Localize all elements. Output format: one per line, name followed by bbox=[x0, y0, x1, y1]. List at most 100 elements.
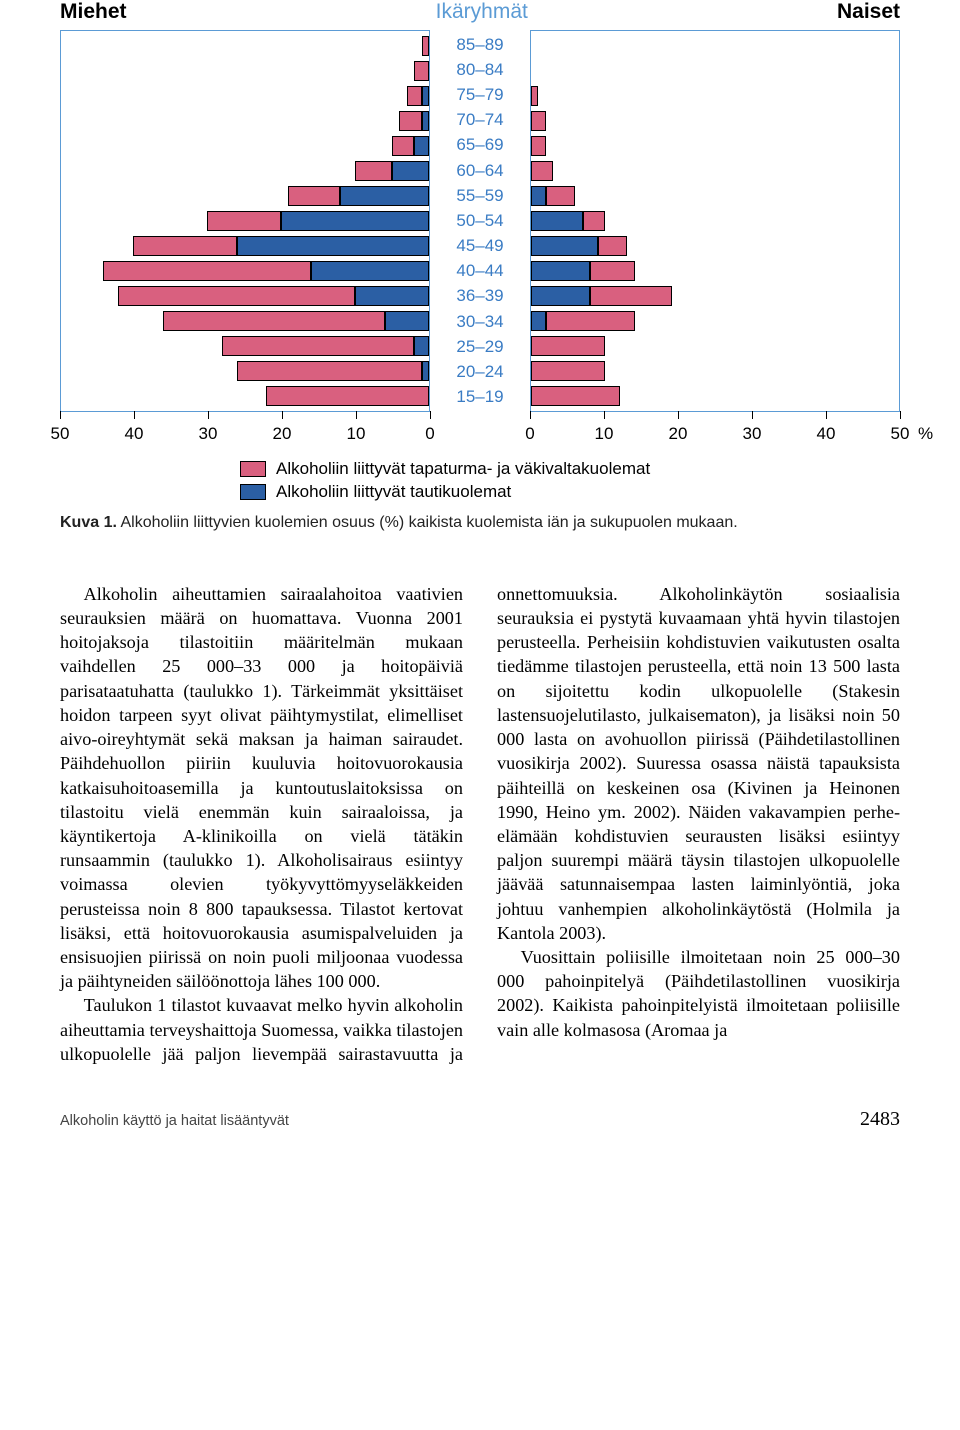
bar-row-men bbox=[61, 261, 429, 281]
pyramid-left bbox=[60, 30, 430, 412]
bar-segment-blue bbox=[392, 161, 429, 181]
axis-tick-label: 10 bbox=[347, 424, 366, 444]
bar-row-women bbox=[531, 211, 899, 231]
axis-tick-label: 20 bbox=[669, 424, 688, 444]
legend-label: Alkoholiin liittyvät tautikuolemat bbox=[276, 481, 511, 504]
bar-row-men bbox=[61, 86, 429, 106]
bar-segment-pink bbox=[546, 311, 635, 331]
bar-segment-blue bbox=[531, 186, 546, 206]
page-number: 2483 bbox=[860, 1108, 900, 1131]
bar-row-men bbox=[61, 136, 429, 156]
legend-row: Alkoholiin liittyvät tautikuolemat bbox=[240, 481, 900, 504]
bar-row-women bbox=[531, 361, 899, 381]
chart-heading-right: Naiset bbox=[837, 0, 900, 24]
bar-segment-pink bbox=[422, 36, 429, 56]
age-label: 45–49 bbox=[430, 236, 530, 256]
legend-swatch bbox=[240, 461, 266, 477]
axis-tick-label: 30 bbox=[743, 424, 762, 444]
bar-segment-blue bbox=[311, 261, 429, 281]
page: Miehet Ikäryhmät Naiset 85–8980–8475–797… bbox=[0, 0, 960, 1181]
bar-row-men bbox=[61, 336, 429, 356]
paragraph: Alkoholin aiheuttamien sairaalahoitoa va… bbox=[60, 582, 463, 993]
bar-row-women bbox=[531, 161, 899, 181]
chart-legend: Alkoholiin liittyvät tapaturma- ja väkiv… bbox=[240, 458, 900, 504]
bar-segment-pink bbox=[103, 261, 310, 281]
bar-row-women bbox=[531, 261, 899, 281]
bar-segment-pink bbox=[392, 136, 414, 156]
bar-row-women bbox=[531, 286, 899, 306]
age-label: 15–19 bbox=[430, 387, 530, 407]
paragraph: Vuosittain poliisille ilmoitetaan noin 2… bbox=[497, 945, 900, 1042]
figure-caption-text: Alkoholiin liittyvien kuolemien osuus (%… bbox=[117, 514, 738, 531]
bar-row-women bbox=[531, 386, 899, 406]
axis-tick-label: 50 bbox=[51, 424, 70, 444]
age-label: 20–24 bbox=[430, 362, 530, 382]
page-footer: Alkoholin käyttö ja haitat lisääntyvät 2… bbox=[60, 1108, 900, 1131]
bar-segment-blue bbox=[414, 136, 429, 156]
bar-row-men bbox=[61, 361, 429, 381]
pyramid: 85–8980–8475–7970–7465–6960–6455–5950–54… bbox=[60, 30, 900, 412]
bar-row-men bbox=[61, 61, 429, 81]
bar-segment-pink bbox=[531, 111, 546, 131]
chart-headings: Miehet Ikäryhmät Naiset bbox=[60, 0, 900, 24]
bar-segment-pink bbox=[222, 336, 414, 356]
age-label: 50–54 bbox=[430, 211, 530, 231]
bar-segment-pink bbox=[531, 336, 605, 356]
bar-segment-blue bbox=[422, 111, 429, 131]
bar-segment-blue bbox=[355, 286, 429, 306]
population-pyramid-chart: Miehet Ikäryhmät Naiset 85–8980–8475–797… bbox=[60, 0, 900, 504]
bar-segment-pink bbox=[414, 61, 429, 81]
bar-row-women bbox=[531, 311, 899, 331]
bar-row-men bbox=[61, 286, 429, 306]
bar-row-men bbox=[61, 386, 429, 406]
bar-row-men bbox=[61, 111, 429, 131]
body-text: Alkoholin aiheuttamien sairaalahoitoa va… bbox=[60, 582, 900, 1066]
chart-heading-left: Miehet bbox=[60, 0, 127, 24]
bar-row-women bbox=[531, 36, 899, 56]
axis-percent-label: % bbox=[918, 424, 933, 444]
axis-tick-label: 20 bbox=[273, 424, 292, 444]
age-label: 80–84 bbox=[430, 60, 530, 80]
bar-segment-blue bbox=[422, 86, 429, 106]
bar-segment-pink bbox=[531, 136, 546, 156]
bar-segment-pink bbox=[237, 361, 422, 381]
age-label: 36–39 bbox=[430, 286, 530, 306]
age-label: 40–44 bbox=[430, 261, 530, 281]
bar-segment-pink bbox=[207, 211, 281, 231]
bar-row-women bbox=[531, 111, 899, 131]
bar-segment-pink bbox=[163, 311, 385, 331]
axis-tick-label: 0 bbox=[525, 424, 534, 444]
bar-row-men bbox=[61, 311, 429, 331]
axis-tick-label: 40 bbox=[817, 424, 836, 444]
bar-row-women bbox=[531, 236, 899, 256]
legend-label: Alkoholiin liittyvät tapaturma- ja väkiv… bbox=[276, 458, 650, 481]
age-label: 55–59 bbox=[430, 186, 530, 206]
age-label: 30–34 bbox=[430, 312, 530, 332]
figure-caption-lead: Kuva 1. bbox=[60, 514, 117, 531]
bar-segment-pink bbox=[399, 111, 421, 131]
bar-segment-pink bbox=[590, 286, 671, 306]
bar-segment-pink bbox=[266, 386, 429, 406]
bar-segment-pink bbox=[583, 211, 605, 231]
bar-segment-blue bbox=[281, 211, 429, 231]
bar-segment-blue bbox=[531, 286, 590, 306]
bar-segment-pink bbox=[546, 186, 576, 206]
bar-row-men bbox=[61, 36, 429, 56]
bar-segment-pink bbox=[355, 161, 392, 181]
running-head: Alkoholin käyttö ja haitat lisääntyvät bbox=[60, 1113, 289, 1129]
age-label: 60–64 bbox=[430, 161, 530, 181]
bar-segment-blue bbox=[531, 236, 598, 256]
axis-tick-label: 50 bbox=[891, 424, 910, 444]
bar-segment-pink bbox=[288, 186, 340, 206]
legend-swatch bbox=[240, 484, 266, 500]
axis-tick-label: 30 bbox=[199, 424, 218, 444]
axis-tick-label: 10 bbox=[595, 424, 614, 444]
bar-row-men bbox=[61, 236, 429, 256]
pyramid-right bbox=[530, 30, 900, 412]
legend-row: Alkoholiin liittyvät tapaturma- ja väkiv… bbox=[240, 458, 900, 481]
bar-segment-pink bbox=[133, 236, 237, 256]
bar-segment-blue bbox=[422, 361, 429, 381]
bar-row-men bbox=[61, 186, 429, 206]
age-label: 85–89 bbox=[430, 35, 530, 55]
bar-row-women bbox=[531, 61, 899, 81]
